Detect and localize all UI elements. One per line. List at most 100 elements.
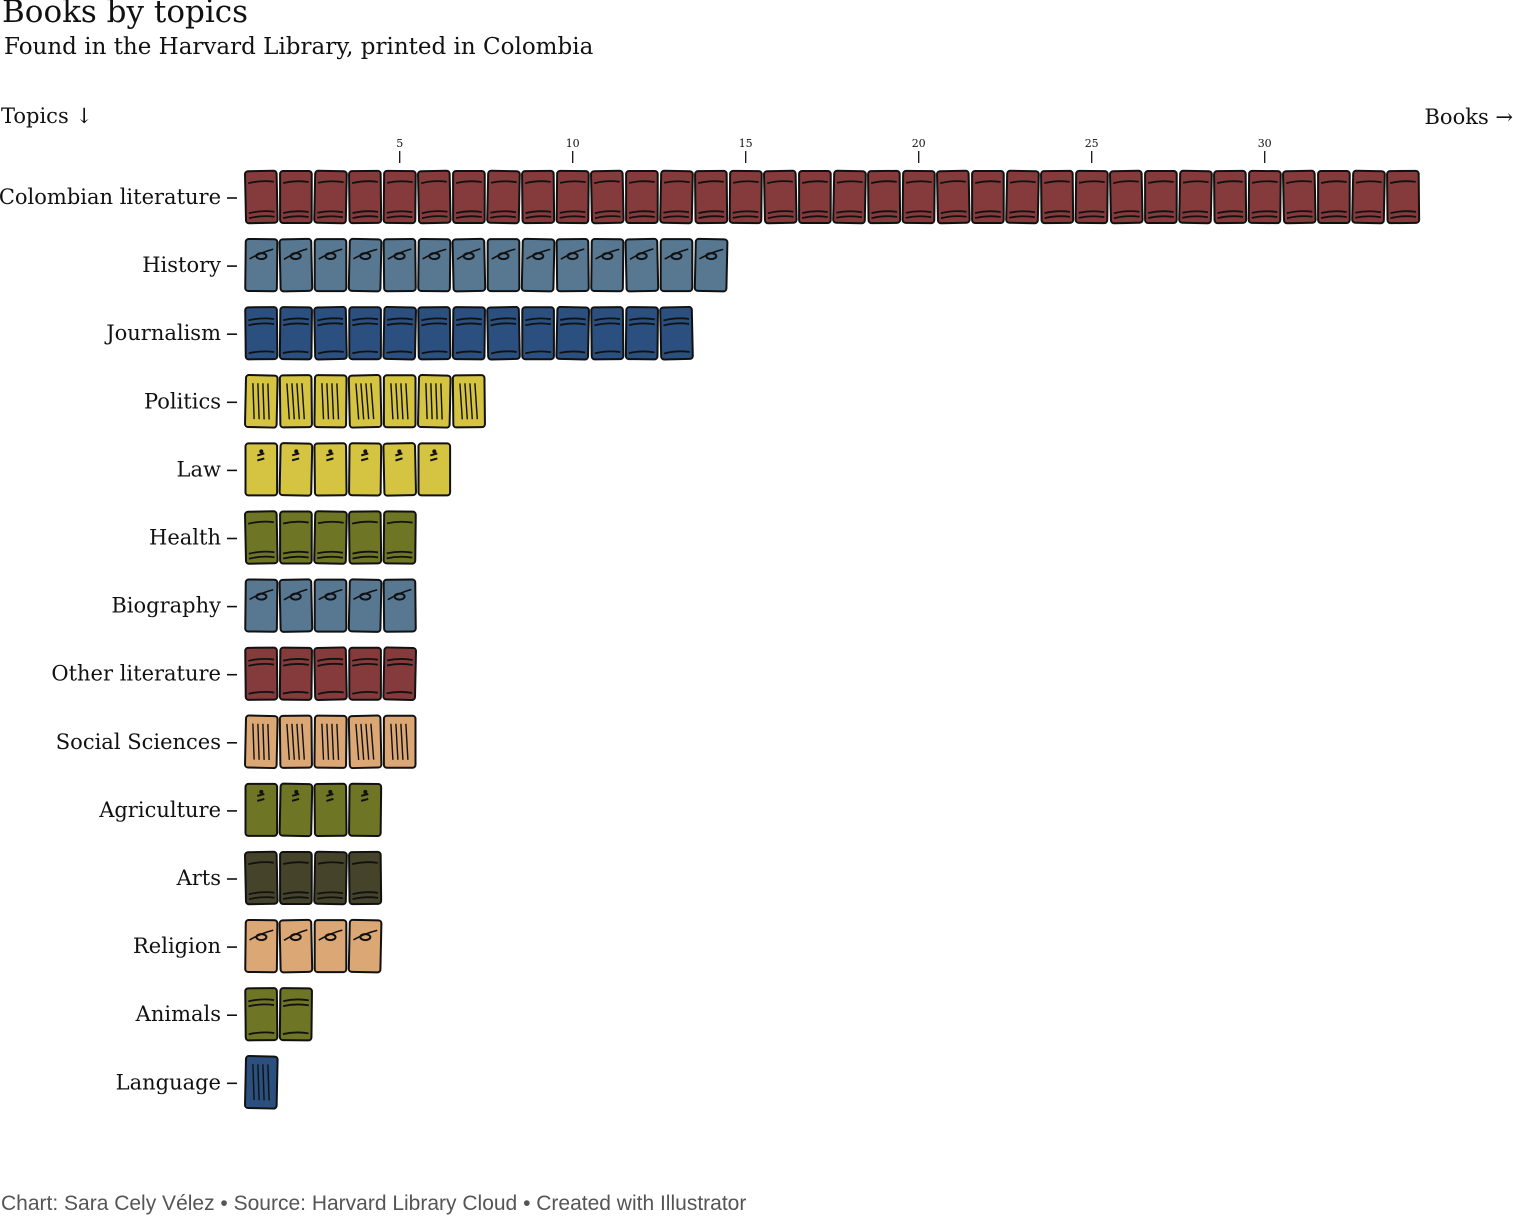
x-tick-label: 30 — [1258, 137, 1272, 150]
book-spine — [451, 374, 486, 429]
book-spine — [659, 305, 694, 361]
book-spine — [244, 850, 279, 906]
chart-subtitle: Found in the Harvard Library, printed in… — [4, 34, 594, 60]
book-spine — [382, 578, 417, 633]
book-spine — [278, 237, 314, 293]
book-spine — [901, 169, 936, 225]
book-spine — [313, 442, 348, 497]
book-spine — [278, 646, 313, 701]
x-tick-label: 10 — [566, 137, 580, 150]
book-spine — [382, 237, 417, 293]
book-spine — [278, 782, 314, 838]
book-spine — [451, 306, 486, 361]
book-spine — [417, 374, 452, 429]
book-spine — [244, 646, 279, 701]
book-spine — [348, 646, 382, 701]
book-spine — [971, 170, 1005, 224]
book-spine — [1005, 169, 1040, 225]
book-spine — [382, 305, 417, 361]
book-spine — [313, 238, 348, 293]
book-spine — [728, 169, 763, 225]
book-spine — [279, 510, 313, 565]
book-spine — [1351, 169, 1386, 225]
book-spine — [244, 510, 279, 565]
book-spine — [313, 374, 348, 429]
category-label: Health — [149, 526, 221, 550]
book-spine — [348, 306, 382, 361]
category-label: Other literature — [51, 662, 221, 686]
book-spine — [417, 306, 452, 361]
book-spine — [555, 169, 590, 225]
book-spine — [486, 169, 521, 225]
book-spine — [244, 442, 279, 497]
book-spine — [1317, 170, 1351, 224]
book-spine — [244, 237, 279, 293]
book-spine — [278, 374, 313, 429]
book-spine — [1247, 169, 1282, 225]
book-spine — [279, 851, 313, 905]
book-spine — [278, 918, 314, 974]
book-spine — [486, 238, 521, 293]
book-spine — [694, 169, 729, 225]
book-spine — [1386, 169, 1421, 225]
book-spine — [244, 1055, 279, 1110]
book-spine — [452, 170, 486, 224]
category-label: Agriculture — [98, 798, 221, 822]
book-spine — [624, 237, 660, 293]
book-spine — [244, 169, 279, 225]
book-spine — [278, 987, 313, 1042]
category-label: Animals — [135, 1002, 221, 1026]
book-spine — [348, 442, 383, 497]
category-label: Law — [177, 457, 221, 481]
book-spine — [417, 237, 452, 293]
book-spine — [693, 237, 729, 293]
x-tick-label: 5 — [396, 137, 403, 150]
category-label: Politics — [144, 389, 221, 413]
category-label: Language — [116, 1070, 221, 1094]
book-spine — [521, 306, 555, 361]
category-label: Colombian literature — [0, 185, 221, 209]
book-spine — [382, 442, 417, 497]
category-label: Journalism — [104, 321, 221, 345]
book-spine — [590, 237, 625, 293]
book-spine — [313, 782, 348, 838]
book-spine — [1213, 169, 1248, 225]
category-label: Biography — [111, 594, 221, 618]
book-spine — [244, 714, 279, 770]
book-spine — [244, 578, 279, 633]
book-spine — [1109, 169, 1144, 225]
category-label: Arts — [176, 866, 221, 890]
x-tick-label: 25 — [1085, 137, 1099, 150]
book-spine — [555, 305, 590, 361]
book-spine — [347, 918, 383, 974]
book-spine — [313, 305, 348, 361]
book-spine — [347, 237, 383, 293]
x-axis-label: Books → — [1424, 105, 1513, 129]
book-spine — [313, 646, 348, 701]
book-spine — [347, 578, 383, 633]
book-spine — [278, 714, 313, 769]
book-spine — [798, 170, 832, 224]
book-spine — [763, 169, 798, 225]
book-spine — [624, 306, 659, 361]
book-spine — [625, 170, 659, 224]
book-spine — [244, 306, 279, 361]
book-spine — [832, 169, 867, 225]
category-label: Religion — [133, 934, 221, 958]
book-spine — [417, 169, 452, 225]
book-spine — [590, 306, 625, 361]
book-spine — [1178, 169, 1213, 225]
category-label: History — [142, 253, 221, 277]
book-spine — [313, 919, 348, 974]
book-spine — [244, 782, 279, 837]
book-spine — [279, 170, 313, 224]
x-tick-label: 20 — [912, 137, 926, 150]
book-spine — [382, 169, 417, 225]
book-spine — [659, 238, 694, 293]
book-spine — [1074, 169, 1109, 225]
chart-credit: Chart: Sara Cely Vélez • Source: Harvard… — [1, 1192, 747, 1215]
book-spine — [520, 237, 556, 293]
book-spine — [348, 782, 383, 838]
book-spine — [347, 374, 383, 429]
book-spine — [521, 169, 556, 225]
